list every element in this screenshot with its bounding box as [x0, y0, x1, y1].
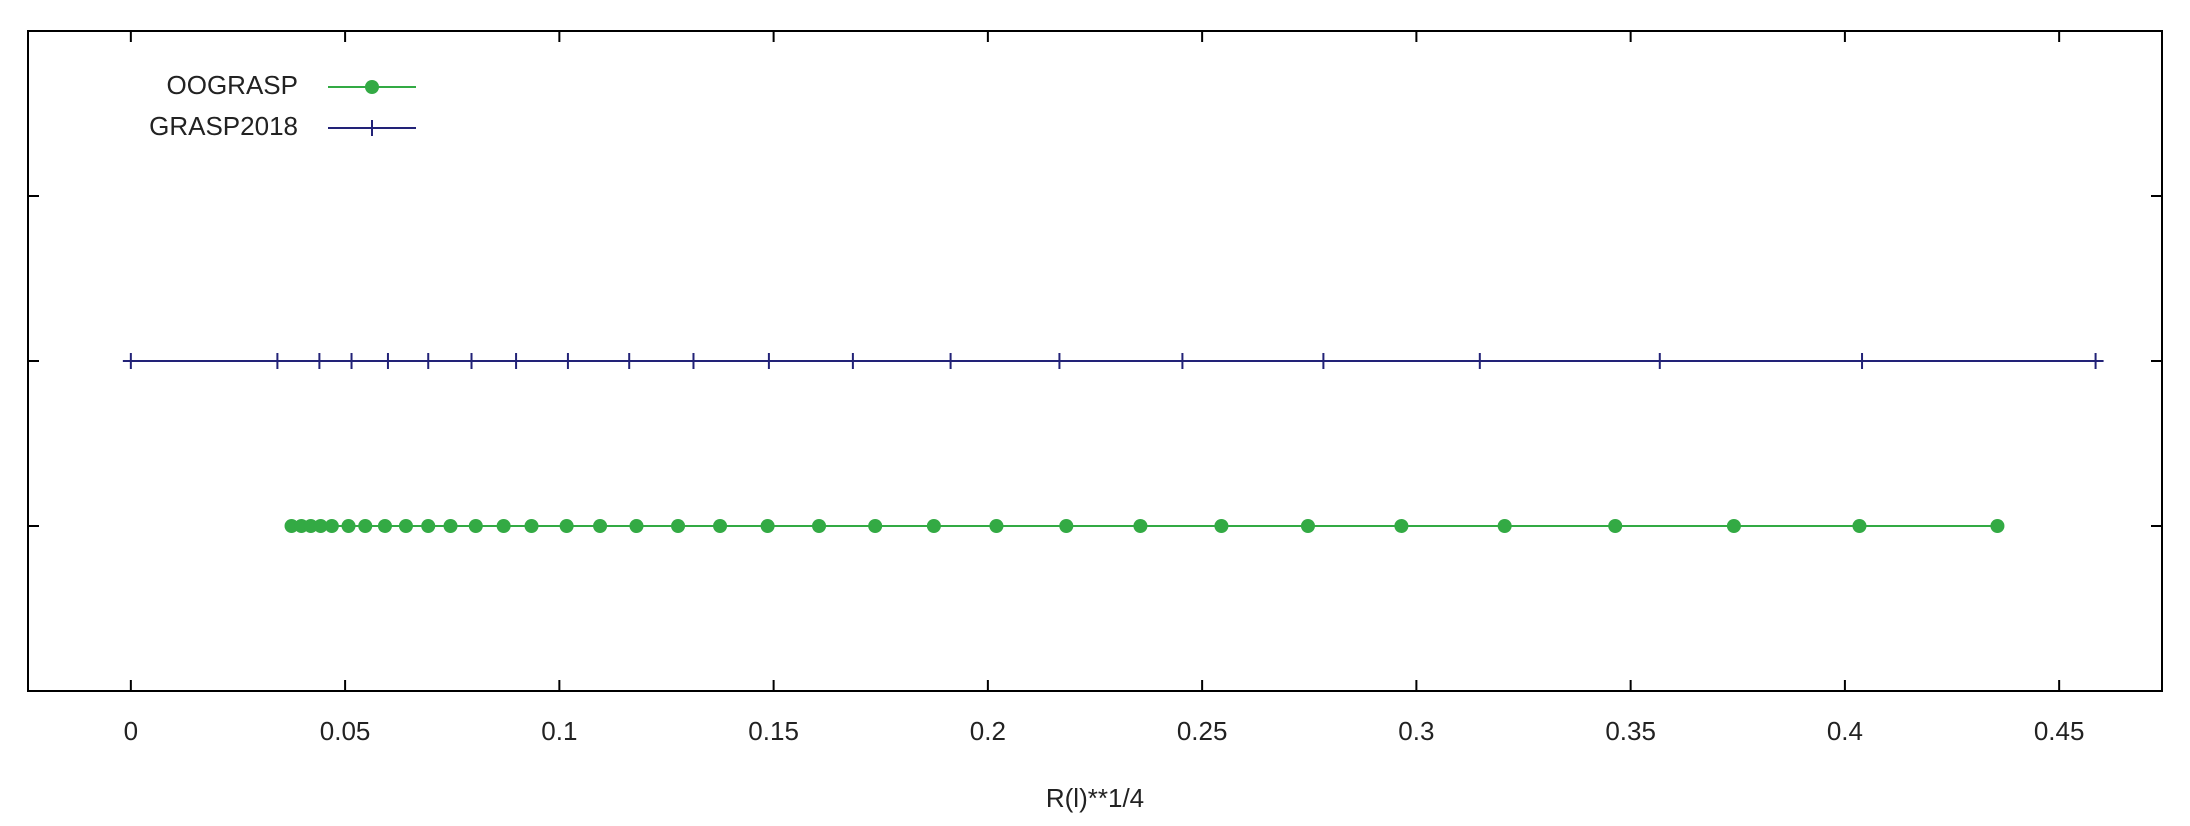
point	[1051, 353, 1068, 369]
point	[1852, 519, 1867, 533]
legend-marker	[364, 120, 380, 136]
point	[303, 519, 318, 533]
point	[926, 519, 941, 533]
point	[421, 519, 436, 533]
point	[341, 519, 356, 533]
x-axis-label: R(l)**1/4	[1046, 783, 1144, 813]
point	[1651, 353, 1668, 369]
point	[496, 519, 511, 533]
x-tick-label: 0.4	[1827, 716, 1863, 746]
x-tick-label: 0.3	[1398, 716, 1434, 746]
x-tick-label: 0.1	[541, 716, 577, 746]
point	[269, 353, 286, 369]
point	[942, 353, 959, 369]
point	[1990, 519, 2005, 533]
point	[593, 519, 608, 533]
legend-marker	[365, 80, 379, 94]
point	[812, 519, 827, 533]
legend-label: OOGRASP	[167, 70, 298, 100]
point	[377, 519, 392, 533]
point	[324, 519, 339, 533]
point	[284, 519, 299, 533]
x-tick-label: 0.2	[970, 716, 1006, 746]
point	[671, 519, 686, 533]
point	[844, 353, 861, 369]
point	[443, 519, 458, 533]
point	[420, 353, 437, 369]
x-tick-label: 0.45	[2034, 716, 2085, 746]
point	[1726, 519, 1741, 533]
point	[379, 353, 396, 369]
point	[1854, 353, 1871, 369]
x-tick-label: 0.25	[1177, 716, 1228, 746]
x-tick-label: 0.05	[320, 716, 371, 746]
point	[1497, 519, 1512, 533]
point	[311, 353, 328, 369]
x-tick-label: 0.15	[748, 716, 799, 746]
point	[1471, 353, 1488, 369]
point	[1133, 519, 1148, 533]
point	[1315, 353, 1332, 369]
point	[1300, 519, 1315, 533]
x-tick-label: 0	[124, 716, 138, 746]
x-tick-label: 0.35	[1605, 716, 1656, 746]
point	[760, 353, 777, 369]
point	[463, 353, 480, 369]
point	[559, 519, 574, 533]
point	[122, 353, 139, 369]
point	[713, 519, 728, 533]
point	[508, 353, 525, 369]
point	[343, 353, 360, 369]
point	[760, 519, 775, 533]
point	[621, 353, 638, 369]
point	[629, 519, 644, 533]
point	[468, 519, 483, 533]
point	[1174, 353, 1191, 369]
point	[1394, 519, 1409, 533]
point	[313, 519, 328, 533]
point	[358, 519, 373, 533]
point	[524, 519, 539, 533]
legend-label: GRASP2018	[149, 111, 298, 141]
point	[2087, 353, 2104, 369]
point	[1214, 519, 1229, 533]
point	[989, 519, 1004, 533]
point	[559, 353, 576, 369]
point	[1059, 519, 1074, 533]
point	[1608, 519, 1623, 533]
point	[685, 353, 702, 369]
point	[398, 519, 413, 533]
point	[868, 519, 883, 533]
